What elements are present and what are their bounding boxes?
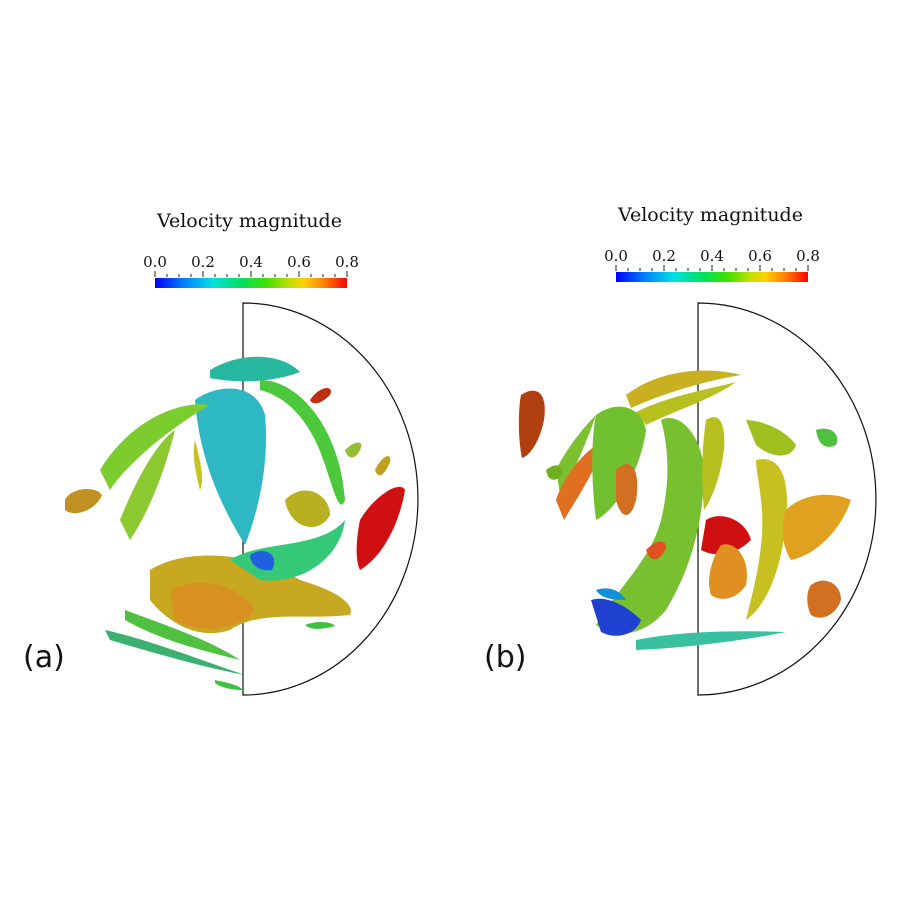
vortex-scene-b bbox=[518, 302, 877, 696]
colorbar-tick-marks-a bbox=[154, 271, 348, 277]
colorbar-tick-b-1: 0.2 bbox=[652, 247, 676, 265]
colorbar-tick-marks-b bbox=[615, 265, 809, 271]
vortex-scene-a bbox=[65, 302, 419, 696]
vortex-structures-a bbox=[65, 356, 405, 690]
colorbar-tick-a-0: 0.0 bbox=[143, 253, 167, 271]
colorbar-tick-b-2: 0.4 bbox=[700, 247, 724, 265]
vortex-structures-b bbox=[518, 370, 851, 650]
colorbar-tick-a-4: 0.8 bbox=[335, 253, 359, 271]
colorbar-tick-a-3: 0.6 bbox=[287, 253, 311, 271]
panel-label-a: (a) bbox=[23, 640, 65, 675]
colorbar-tick-a-2: 0.4 bbox=[239, 253, 263, 271]
panel-label-b: (b) bbox=[484, 640, 527, 675]
colorbar-tick-b-0: 0.0 bbox=[604, 247, 628, 265]
colorbar-b bbox=[616, 272, 808, 282]
panel-b: Velocity magnitude 0.0 0.2 0.4 0.6 0.8 bbox=[456, 0, 912, 912]
colorbar-title-a: Velocity magnitude bbox=[157, 210, 342, 232]
colorbar-tick-a-1: 0.2 bbox=[191, 253, 215, 271]
hemisphere-outline-b bbox=[697, 302, 877, 696]
colorbar-tick-b-3: 0.6 bbox=[748, 247, 772, 265]
hemisphere-outline-a bbox=[242, 302, 419, 696]
colorbar-tick-b-4: 0.8 bbox=[796, 247, 820, 265]
colorbar-a bbox=[155, 278, 347, 288]
colorbar-title-b: Velocity magnitude bbox=[618, 204, 803, 226]
panel-a: Velocity magnitude 0.0 0.2 0.4 0.6 0.8 bbox=[23, 210, 419, 696]
